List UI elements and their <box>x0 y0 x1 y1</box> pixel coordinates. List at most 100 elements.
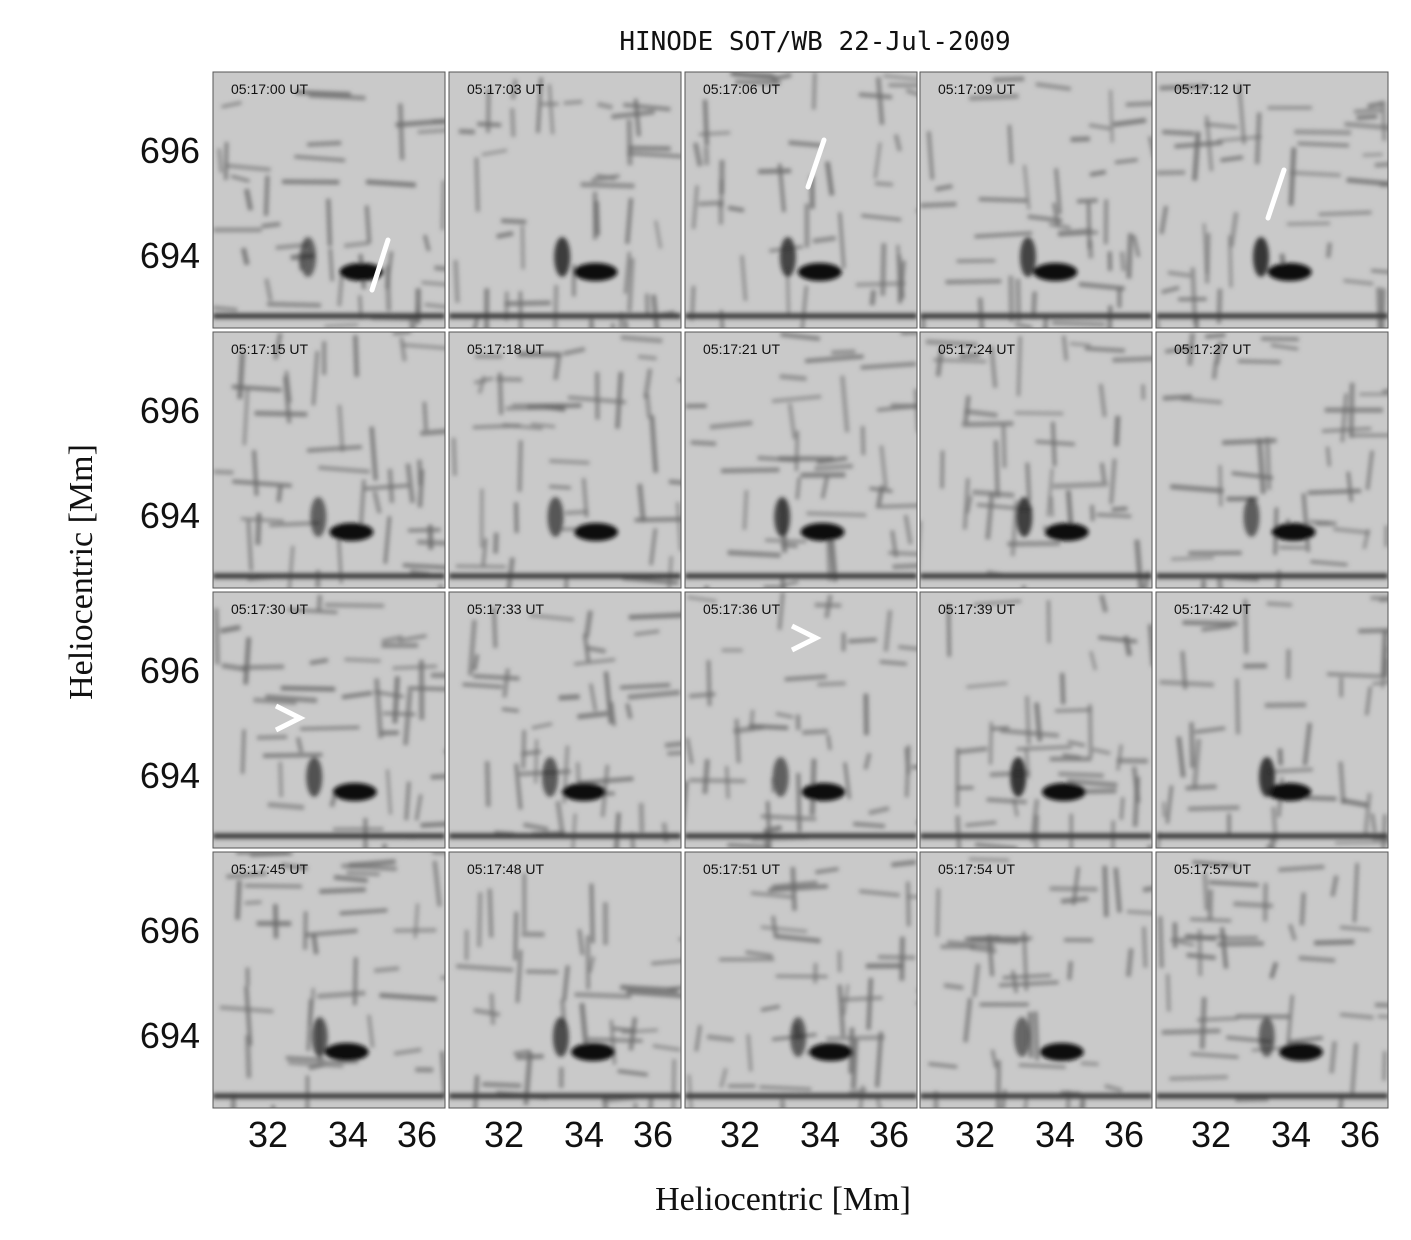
panel-grid: 05:17:00 UT 05:17:03 UT 05:17:06 UT 05:17:0… <box>212 71 1389 1109</box>
intergranular-lane <box>1216 573 1223 588</box>
intergranular-lane <box>731 72 778 81</box>
intergranular-lane <box>587 956 596 973</box>
intergranular-lane <box>698 131 731 137</box>
bright-point <box>1271 523 1316 541</box>
intergranular-lane <box>649 528 658 566</box>
intergranular-lane <box>987 934 995 977</box>
intergranular-lane <box>1080 1061 1099 1067</box>
granulation-texture <box>920 594 1152 848</box>
intergranular-lane <box>627 151 681 158</box>
intergranular-lane <box>763 825 783 834</box>
intergranular-lane <box>242 664 285 670</box>
intergranular-lane <box>1339 925 1371 932</box>
intergranular-lane <box>1119 251 1127 272</box>
intergranular-lane <box>1321 426 1372 433</box>
intergranular-lane <box>1278 864 1325 873</box>
intergranular-lane <box>626 119 633 166</box>
intergranular-lane <box>609 1019 617 1065</box>
intergranular-lane <box>843 762 851 800</box>
intergranular-lane <box>514 763 523 810</box>
bright-point <box>547 497 564 537</box>
intergranular-lane <box>1016 336 1022 397</box>
granulation-texture <box>449 77 681 328</box>
panel-frame <box>448 851 682 1109</box>
intergranular-lane <box>1134 539 1144 588</box>
intergranular-lane <box>1222 935 1259 941</box>
intergranular-lane <box>946 604 951 657</box>
intergranular-lane <box>385 251 394 289</box>
panel-frame <box>684 71 918 329</box>
intergranular-lane <box>858 92 893 100</box>
intergranular-lane <box>1111 506 1128 512</box>
intergranular-lane <box>991 725 1010 731</box>
intergranular-lane <box>773 933 821 944</box>
intergranular-lane <box>364 205 372 244</box>
intergranular-lane <box>760 814 817 822</box>
timestamp: 05:17:06 UT <box>703 81 780 97</box>
intergranular-lane <box>709 420 753 430</box>
intergranular-lane <box>489 993 496 1025</box>
panel-background <box>449 72 681 328</box>
intergranular-lane <box>1007 124 1014 165</box>
panel-background <box>1156 332 1388 588</box>
intergranular-lane <box>1318 210 1372 217</box>
intergranular-lane <box>230 174 250 183</box>
intergranular-lane <box>1269 836 1275 848</box>
intergranular-lane <box>661 822 669 843</box>
bright-point <box>1039 1043 1084 1061</box>
intergranular-lane <box>609 701 617 727</box>
intergranular-lane <box>1092 747 1111 756</box>
intergranular-lane <box>369 426 378 481</box>
image-panel: 05:17:24 UT <box>919 331 1153 589</box>
intergranular-lane <box>422 401 428 431</box>
intergranular-lane <box>1384 658 1388 678</box>
bright-point <box>329 523 374 541</box>
intergranular-lane <box>424 302 445 309</box>
intergranular-lane <box>225 163 271 172</box>
intergranular-lane <box>989 345 998 389</box>
intergranular-lane <box>627 145 671 152</box>
intergranular-lane <box>1340 393 1349 443</box>
intergranular-lane <box>689 778 746 783</box>
intergranular-lane <box>402 563 445 570</box>
intergranular-lane <box>623 102 671 112</box>
granulation-texture <box>685 332 917 588</box>
intergranular-lane <box>1265 437 1272 491</box>
intergranular-lane <box>417 469 425 508</box>
intergranular-lane <box>261 221 281 229</box>
intergranular-lane <box>487 888 494 938</box>
intergranular-lane <box>1204 232 1211 284</box>
intergranular-lane <box>404 781 411 821</box>
intergranular-lane <box>504 300 551 307</box>
intergranular-lane <box>453 260 460 303</box>
intergranular-lane <box>986 797 1027 805</box>
intergranular-lane <box>280 685 336 692</box>
intergranular-lane <box>876 404 917 412</box>
intergranular-lane <box>413 903 420 939</box>
intergranular-lane <box>395 118 445 128</box>
bright-point <box>571 1043 616 1061</box>
intergranular-lane <box>213 608 220 665</box>
intergranular-lane <box>481 538 488 567</box>
intergranular-lane <box>893 134 902 152</box>
intergranular-lane <box>462 682 503 689</box>
intergranular-lane <box>1338 761 1346 804</box>
panel-frame <box>919 71 1153 329</box>
intergranular-lane <box>654 220 663 249</box>
panel-frame <box>448 71 682 329</box>
intergranular-lane <box>219 1005 274 1014</box>
intergranular-lane <box>1002 973 1052 980</box>
intergranular-lane <box>520 225 525 270</box>
y-tick-label: 694 <box>140 495 200 536</box>
intergranular-lane <box>1165 973 1171 1012</box>
intergranular-lane <box>252 450 259 496</box>
x-tick-label: 32 <box>484 1114 524 1155</box>
intergranular-lane <box>337 404 345 452</box>
intergranular-lane <box>1167 270 1192 278</box>
timestamp: 05:17:45 UT <box>231 861 308 877</box>
intergranular-lane <box>1299 892 1306 926</box>
intergranular-lane <box>719 1067 728 1089</box>
intergranular-lane <box>637 354 657 361</box>
intergranular-lane <box>648 1097 654 1108</box>
granulation-texture <box>1156 332 1388 588</box>
